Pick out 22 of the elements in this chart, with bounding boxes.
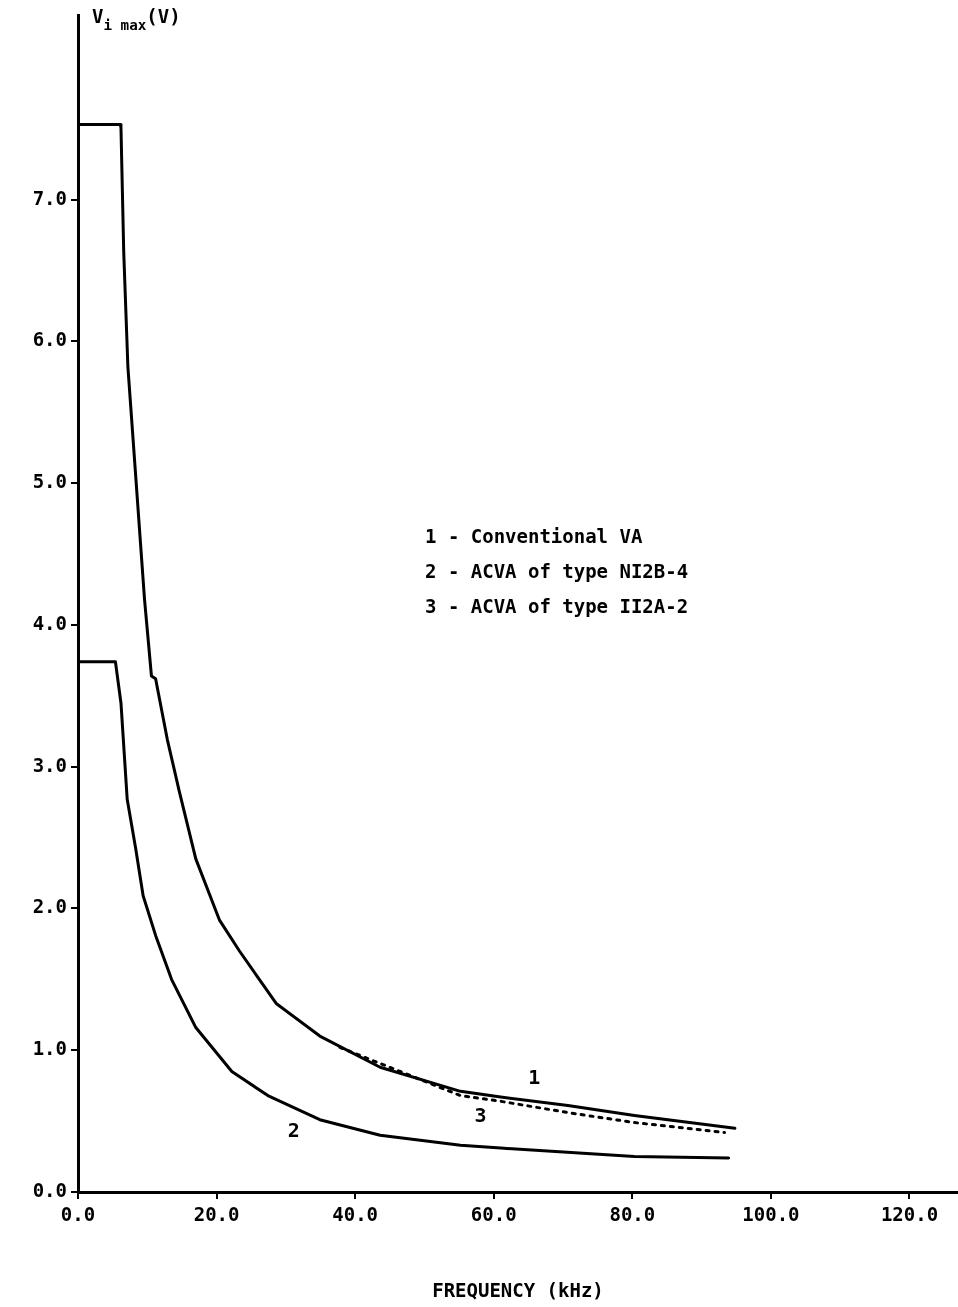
- y-tick-label: 7.0: [32, 186, 67, 209]
- x-tick-label: 0.0: [60, 1203, 96, 1226]
- x-axis-title: FREQUENCY (kHz): [432, 1278, 604, 1301]
- annotation: 1 - Conventional VA: [425, 524, 643, 547]
- x-tick-label: 60.0: [470, 1203, 517, 1226]
- annotation: 3 - ACVA of type II2A-2: [425, 594, 689, 617]
- x-tick-label: 120.0: [880, 1203, 939, 1226]
- series-label: 3: [474, 1102, 487, 1127]
- series-label: 2: [287, 1117, 300, 1142]
- x-tick-label: 40.0: [332, 1203, 379, 1226]
- y-tick-label: 6.0: [32, 328, 67, 351]
- y-tick-label: 3.0: [32, 753, 67, 776]
- series-label: 1: [528, 1065, 541, 1090]
- x-tick-label: 80.0: [609, 1203, 656, 1226]
- x-tick-label: 20.0: [193, 1203, 240, 1226]
- y-tick-label: 5.0: [32, 470, 67, 493]
- y-tick-label: 0.0: [32, 1178, 67, 1201]
- x-tick-label: 100.0: [742, 1203, 800, 1226]
- annotation: 2 - ACVA of type NI2B-4: [425, 559, 689, 582]
- y-tick-label: 2.0: [32, 895, 67, 918]
- y-tick-label: 1.0: [32, 1037, 67, 1060]
- y-tick-label: 4.0: [32, 611, 67, 634]
